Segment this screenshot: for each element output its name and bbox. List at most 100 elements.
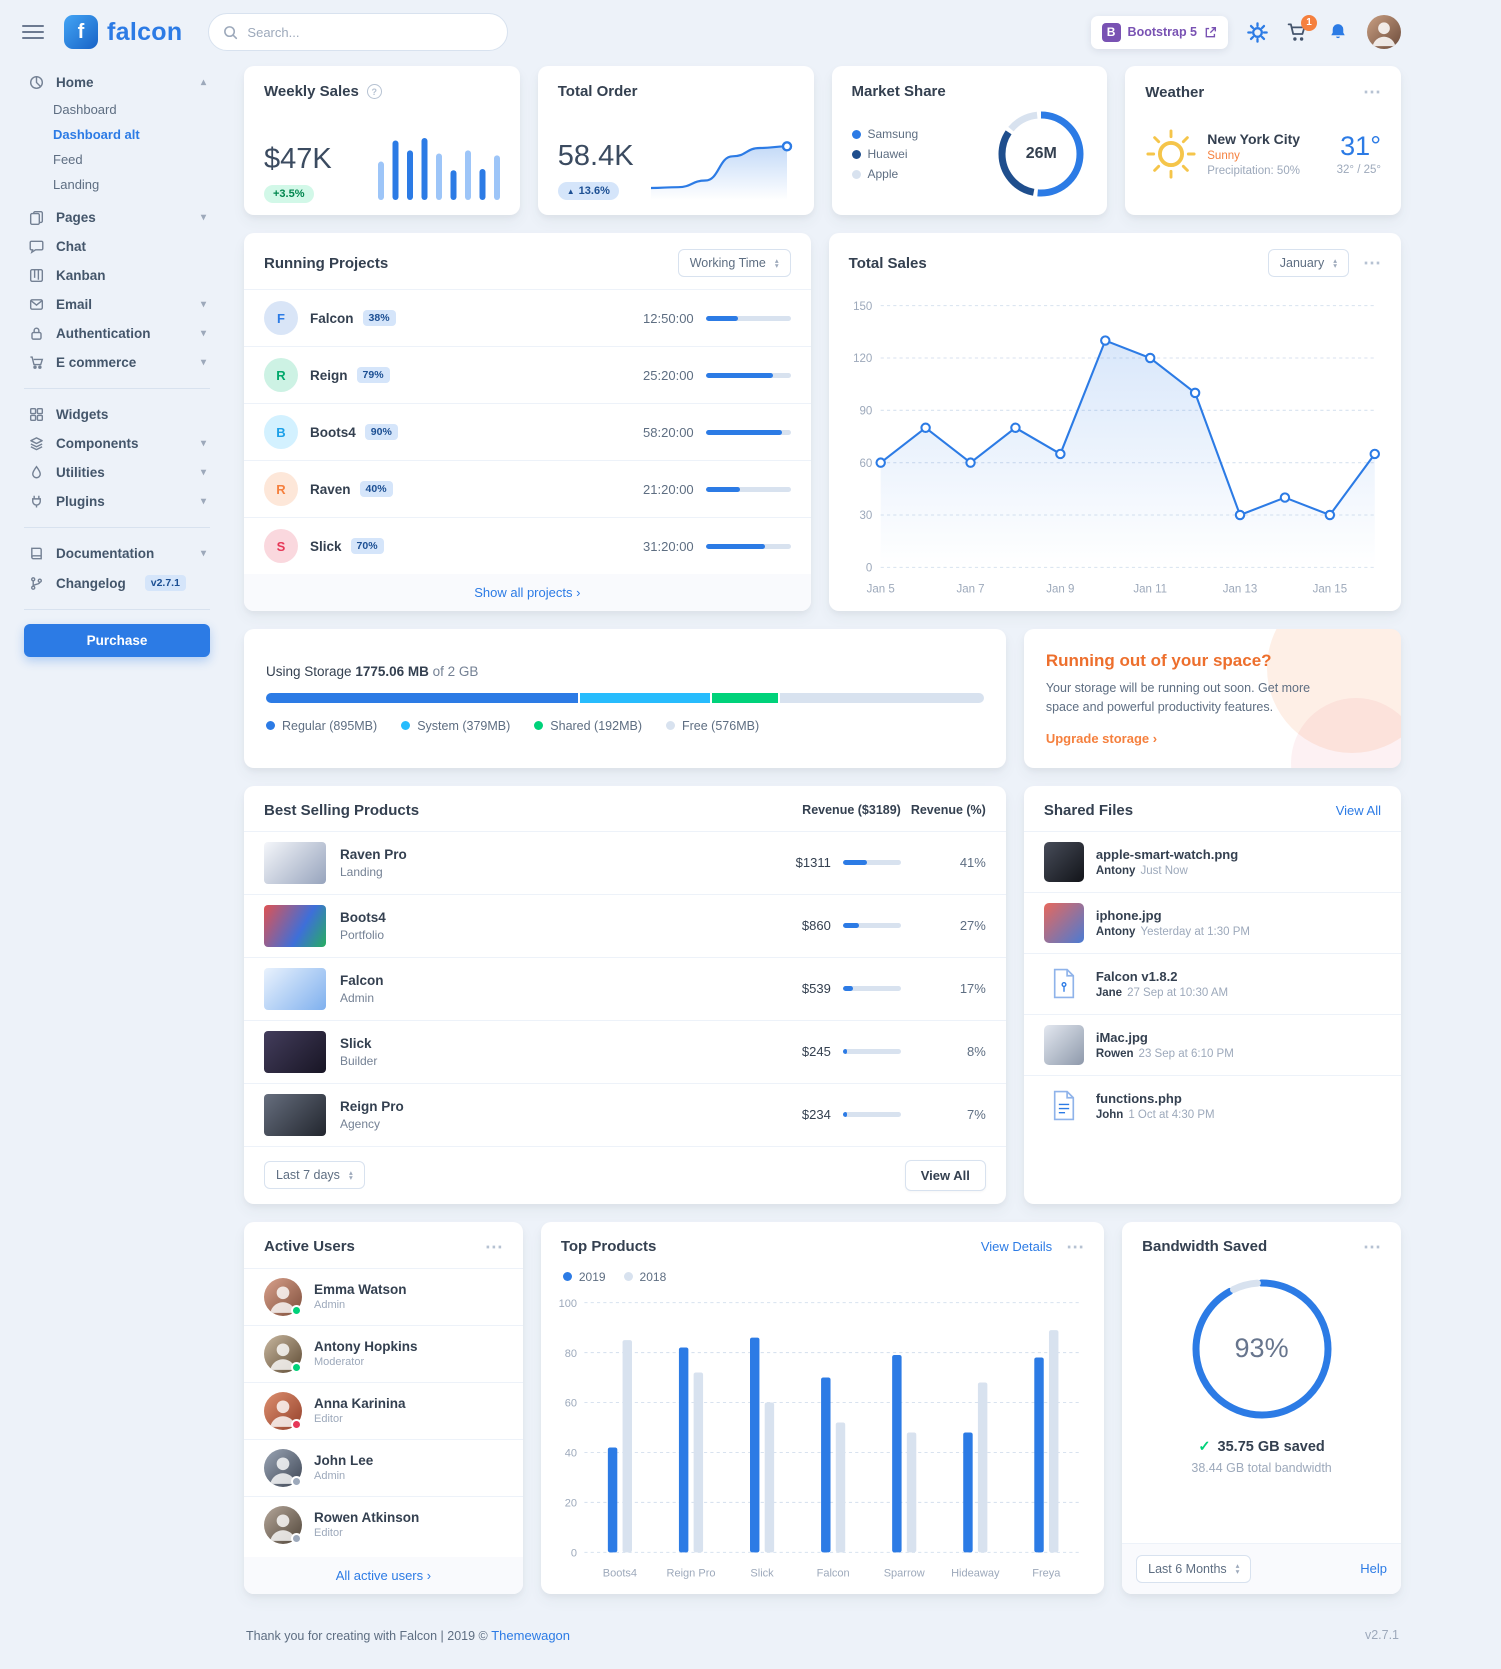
sidebar-item-email[interactable]: Email ▾ xyxy=(24,290,210,319)
product-name[interactable]: Raven Pro xyxy=(340,846,407,862)
notifications-bell-icon[interactable] xyxy=(1328,22,1348,43)
help-link[interactable]: Help xyxy=(1360,1561,1387,1577)
project-name[interactable]: Reign xyxy=(310,367,348,383)
top-products-legend: 2019 2018 xyxy=(541,1268,1104,1288)
info-icon[interactable]: ? xyxy=(366,84,382,99)
card-menu-icon[interactable]: ⋯ xyxy=(1362,1236,1381,1257)
sidebar-item-components[interactable]: Components ▾ xyxy=(24,429,210,458)
card-menu-icon[interactable]: ⋯ xyxy=(1363,82,1381,102)
avatar xyxy=(264,1505,302,1544)
product-name[interactable]: Falcon xyxy=(340,972,384,988)
sidebar-item-plugins[interactable]: Plugins ▾ xyxy=(24,487,210,516)
project-time: 58:20:00 xyxy=(643,424,694,440)
user-name[interactable]: Rowen Atkinson xyxy=(314,1510,420,1526)
weekly-sales-value: $47K xyxy=(264,143,332,175)
card-menu-icon[interactable]: ⋯ xyxy=(1066,1236,1085,1257)
card-menu-icon[interactable]: ⋯ xyxy=(484,1236,503,1257)
file-name[interactable]: iMac.jpg xyxy=(1095,1029,1148,1045)
sidebar-item-pages[interactable]: Pages ▾ xyxy=(24,203,210,232)
month-select[interactable]: January ▴ ▾ xyxy=(1267,249,1349,277)
app-logo[interactable]: f falcon xyxy=(64,15,182,49)
view-details-link[interactable]: View Details xyxy=(980,1239,1053,1255)
sidebar-item-dashboard-alt[interactable]: Dashboard alt xyxy=(53,127,140,142)
user-role: Editor xyxy=(314,1527,343,1540)
product-name[interactable]: Reign Pro xyxy=(340,1098,404,1114)
market-share-donut-chart: 26M xyxy=(995,108,1087,200)
file-name[interactable]: functions.php xyxy=(1095,1090,1182,1106)
sidebar-toggle-icon[interactable] xyxy=(22,21,44,43)
layers-icon xyxy=(28,436,45,451)
revenue-progress-bar xyxy=(842,923,901,929)
view-all-button[interactable]: View All xyxy=(904,1159,986,1191)
upgrade-storage-link[interactable]: Upgrade storage › xyxy=(1045,730,1158,746)
chevron-right-icon: › xyxy=(1152,730,1158,746)
user-role: Editor xyxy=(314,1413,343,1426)
period-select[interactable]: Last 6 Months ▴ ▾ xyxy=(1136,1554,1252,1583)
sidebar-item-changelog[interactable]: Changelog v2.7.1 xyxy=(24,568,210,598)
project-name[interactable]: Raven xyxy=(310,481,351,497)
sidebar-item-feed[interactable]: Feed xyxy=(53,152,83,167)
main-content: Weekly Sales ? $47K +3.5% Total Order 58… xyxy=(230,64,1501,1659)
project-progress-bar xyxy=(705,543,791,549)
themewagon-link[interactable]: Themewagon xyxy=(491,1627,571,1643)
sidebar-item-widgets[interactable]: Widgets xyxy=(24,400,210,429)
caret-down-icon: ▾ xyxy=(200,212,206,223)
sidebar-item-ecommerce[interactable]: E commerce ▾ xyxy=(24,348,210,377)
card-menu-icon[interactable]: ⋯ xyxy=(1363,253,1381,273)
product-thumbnail xyxy=(264,1093,326,1136)
purchase-button[interactable]: Purchase xyxy=(24,624,210,657)
product-revenue: $1311 xyxy=(795,855,831,871)
sidebar-item-home[interactable]: Home ▴ xyxy=(24,68,210,97)
sidebar-item-utilities[interactable]: Utilities ▾ xyxy=(24,458,210,487)
sidebar-item-chat[interactable]: Chat xyxy=(24,232,210,261)
svg-text:60: 60 xyxy=(565,1397,577,1409)
revenue-progress-bar xyxy=(842,1049,901,1055)
project-progress-bar xyxy=(705,486,791,492)
search-box[interactable] xyxy=(208,13,509,51)
active-users-card: Active Users ⋯ Emma Watson Admin Antony H… xyxy=(244,1221,523,1594)
project-time: 31:20:00 xyxy=(643,538,694,554)
sidebar-item-authentication[interactable]: Authentication ▾ xyxy=(24,319,210,348)
legend-item-2019[interactable]: 2019 xyxy=(562,1270,606,1284)
search-input[interactable] xyxy=(247,24,494,40)
user-name[interactable]: Anna Karinina xyxy=(314,1396,406,1412)
product-revenue-percent: 27% xyxy=(959,918,986,934)
sidebar-item-documentation[interactable]: Documentation ▾ xyxy=(24,539,210,568)
storage-card: Using Storage 1775.06 MB of 2 GB Regular… xyxy=(244,629,1006,768)
file-name[interactable]: apple-smart-watch.png xyxy=(1095,846,1239,862)
user-avatar[interactable] xyxy=(1367,15,1401,49)
user-name[interactable]: Emma Watson xyxy=(314,1282,407,1298)
sidebar-item-kanban[interactable]: Kanban xyxy=(24,261,210,290)
book-icon xyxy=(28,546,45,561)
working-time-select[interactable]: Working Time ▴ ▾ xyxy=(677,249,791,277)
search-icon xyxy=(224,25,238,39)
user-name[interactable]: John Lee xyxy=(314,1453,374,1469)
project-progress-bar xyxy=(705,315,791,321)
weather-title: Weather xyxy=(1145,83,1205,101)
sidebar-item-landing[interactable]: Landing xyxy=(53,177,100,192)
legend-item-2018[interactable]: 2018 xyxy=(623,1270,666,1284)
bootstrap-version-badge[interactable]: B Bootstrap 5 xyxy=(1090,15,1228,49)
user-name[interactable]: Antony Hopkins xyxy=(314,1339,418,1355)
show-all-projects-link[interactable]: Show all projects › xyxy=(244,574,811,611)
product-name[interactable]: Slick xyxy=(340,1035,372,1051)
file-name[interactable]: Falcon v1.8.2 xyxy=(1095,968,1178,984)
status-dot xyxy=(291,1532,302,1544)
total-sales-line-chart: 0 30 60 90 120 150 Jan 5 Jan 7 Jan 9 Jan 11 Jan 13… xyxy=(853,301,1380,595)
person-silhouette-icon xyxy=(270,1286,296,1313)
product-revenue-percent: 7% xyxy=(967,1107,986,1123)
cart-icon[interactable]: 1 xyxy=(1287,14,1317,43)
project-name[interactable]: Falcon xyxy=(310,310,354,326)
sidebar-item-dashboard[interactable]: Dashboard xyxy=(53,102,117,117)
shared-files-view-all-link[interactable]: View All xyxy=(1335,802,1381,818)
project-name[interactable]: Boots4 xyxy=(310,424,356,440)
date-range-select[interactable]: Last 7 days ▴ ▾ xyxy=(264,1161,365,1190)
legend-dot xyxy=(401,721,411,731)
all-active-users-link[interactable]: All active users › xyxy=(244,1556,523,1594)
project-name[interactable]: Slick xyxy=(310,538,342,554)
product-name[interactable]: Boots4 xyxy=(340,909,386,925)
settings-gear-icon[interactable] xyxy=(1247,21,1268,43)
table-row: Slick Builder $245 8% xyxy=(244,1019,1006,1083)
sidebar-divider xyxy=(24,527,210,528)
file-name[interactable]: iphone.jpg xyxy=(1095,907,1162,923)
